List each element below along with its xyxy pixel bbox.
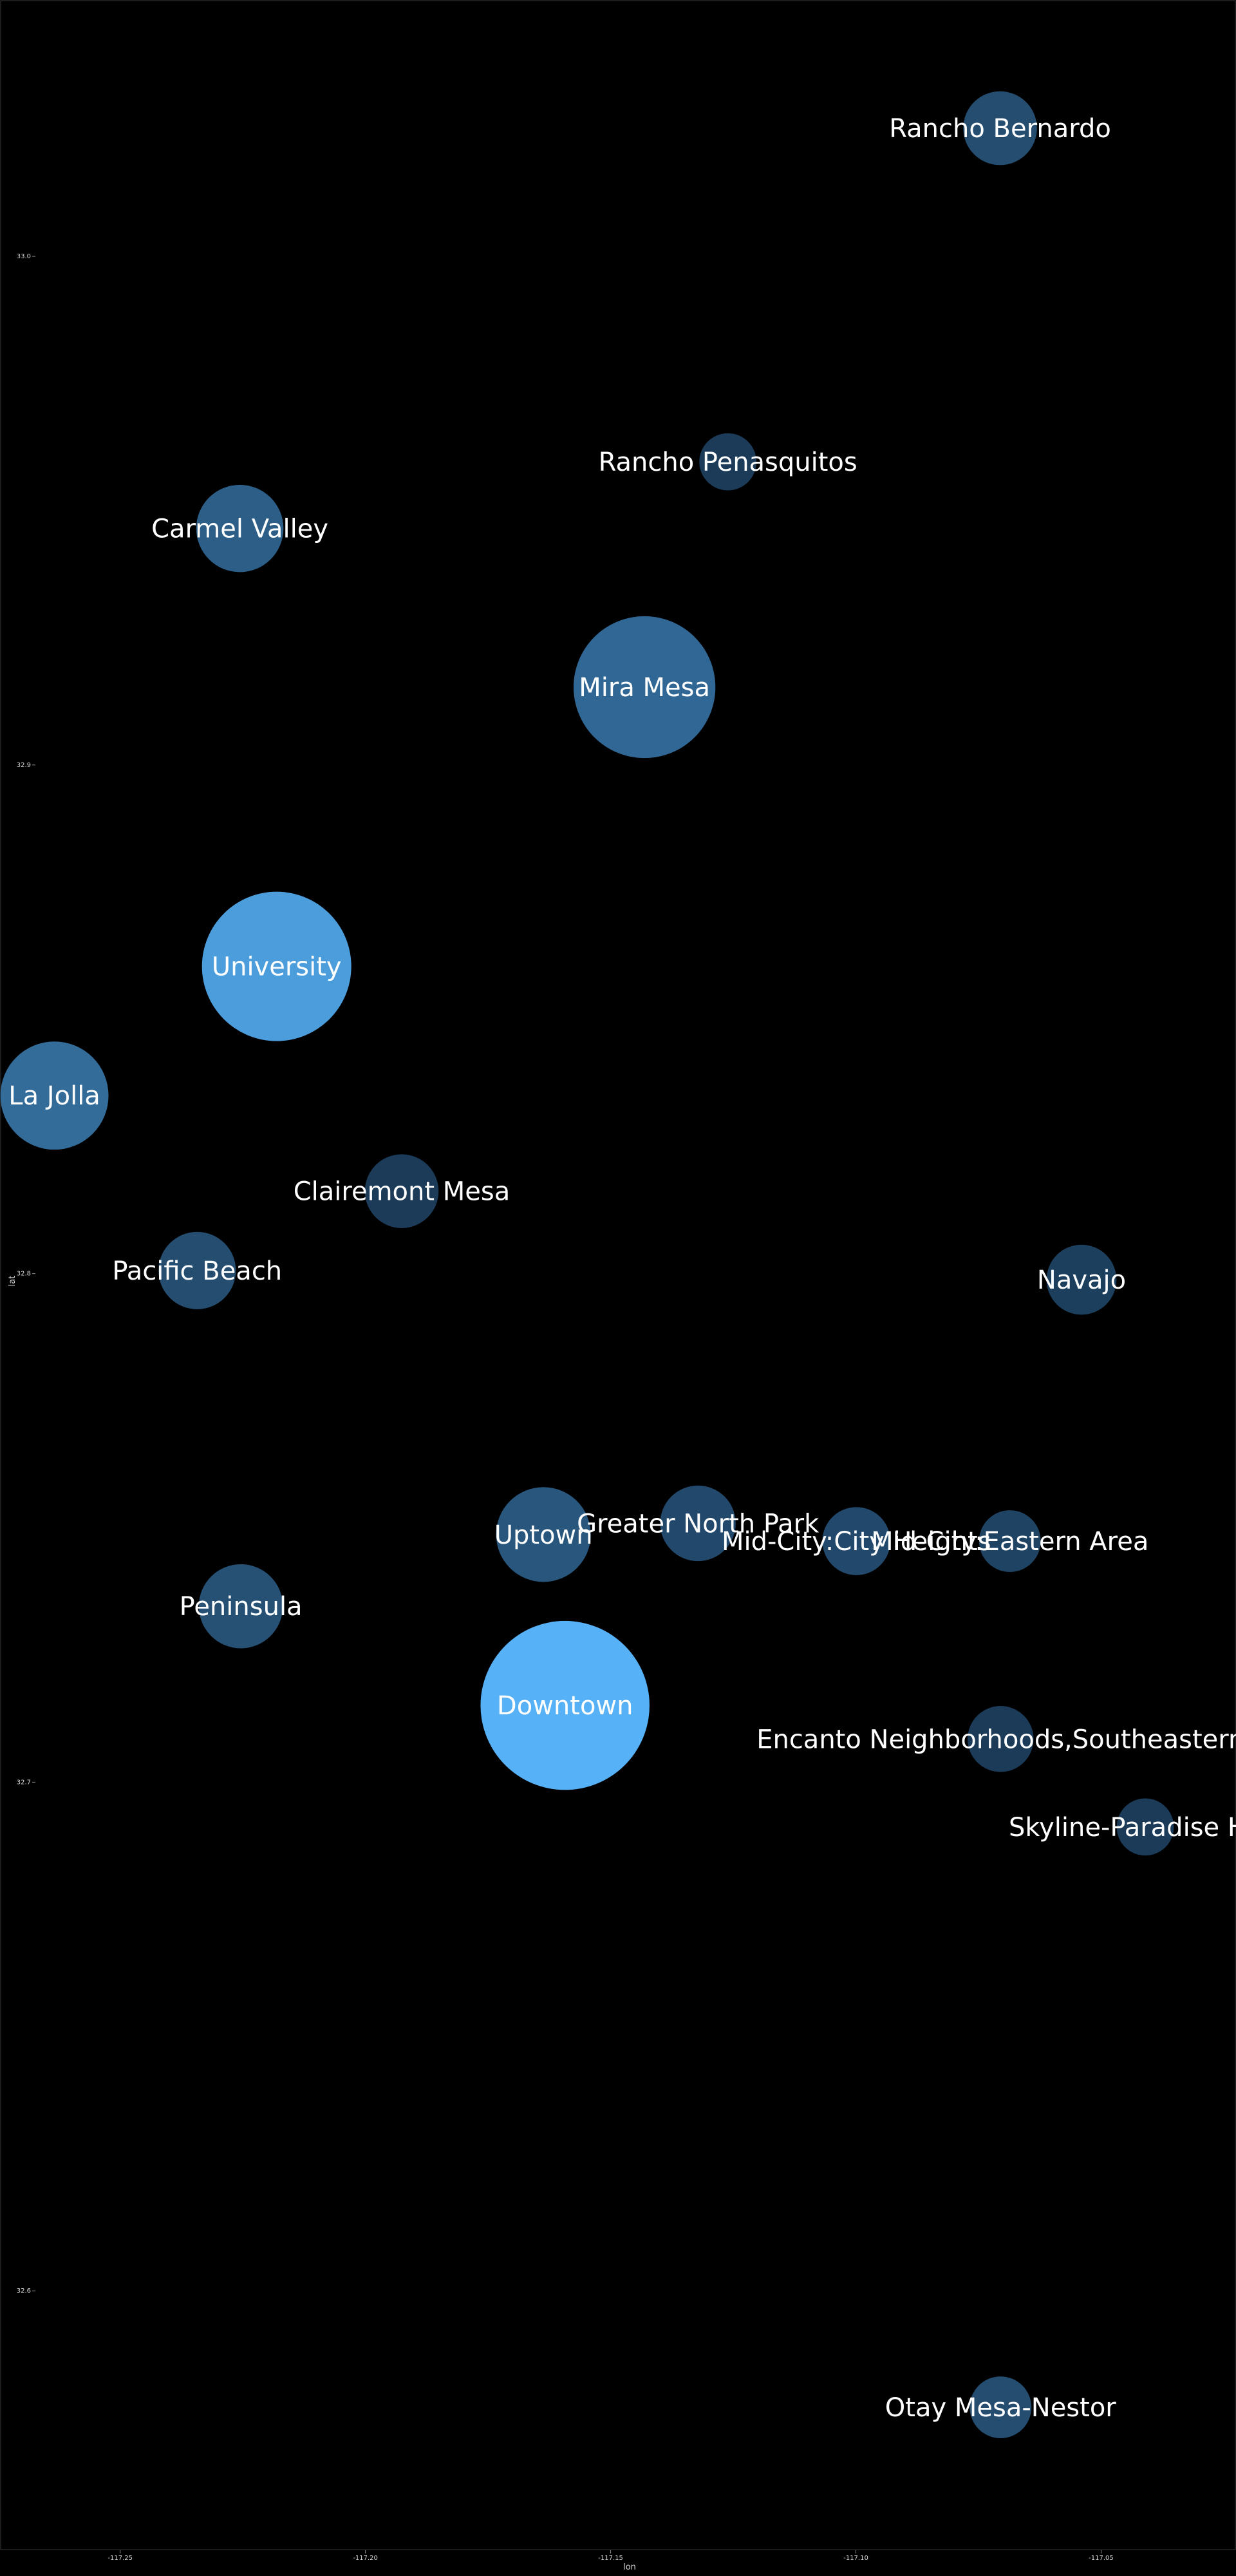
y-tick-label: 33.0: [17, 253, 31, 260]
bubble-label: Carmel Valley: [151, 515, 328, 544]
bubble-label: Uptown: [494, 1520, 593, 1550]
bubble-label: Rancho Penasquitos: [599, 448, 857, 477]
label-layer: Rancho Bernardo Rancho Penasquitos Carmel …: [8, 114, 1236, 2423]
bubble-label: Mira Mesa: [579, 673, 710, 703]
bubble-label: Downtown: [497, 1691, 633, 1721]
y-axis: 32.6 32.7 32.8 32.9 33.0: [17, 253, 35, 2295]
x-axis: -117.25 -117.20 -117.15 -117.10 -117.05: [108, 2550, 1114, 2562]
bubble-label: Greater North Park: [577, 1509, 819, 1539]
y-tick-label: 32.9: [17, 762, 31, 769]
bubble-label: University: [212, 952, 342, 982]
bubble: [1046, 1244, 1117, 1315]
bubble: [158, 1231, 236, 1309]
bubble: [201, 891, 351, 1041]
bubble: [198, 1564, 283, 1649]
bubble: [573, 616, 716, 759]
bubble-label: Pacific Beach: [112, 1256, 282, 1286]
bubble: [968, 1706, 1034, 1772]
x-tick-label: -117.10: [843, 2555, 868, 2562]
bubble: [963, 91, 1037, 166]
bubble-label: La Jolla: [8, 1081, 100, 1111]
bubble: [364, 1154, 439, 1228]
x-tick-label: -117.15: [598, 2555, 623, 2562]
x-tick-label: -117.25: [108, 2555, 133, 2562]
bubble-label: Rancho Bernardo: [889, 114, 1111, 144]
x-axis-title: lon: [623, 2562, 636, 2572]
bubble-label: Otay Mesa-Nestor: [885, 2393, 1117, 2423]
bubble: [480, 1620, 650, 1790]
bubble-label: Clairemont Mesa: [294, 1177, 510, 1207]
bubble: [822, 1507, 891, 1575]
bubble: [496, 1487, 591, 1582]
bubble: [699, 433, 757, 491]
x-tick-label: -117.05: [1089, 2555, 1114, 2562]
bubble: [196, 484, 284, 573]
bubble-label: Navajo: [1037, 1265, 1126, 1295]
bubble-label: Skyline-Paradise Hills: [1009, 1813, 1236, 1842]
bubble-label: Mid-City:City Heights: [722, 1527, 991, 1557]
y-tick-label: 32.8: [17, 1271, 31, 1278]
bubble: [660, 1485, 736, 1562]
bubble: [1116, 1798, 1174, 1856]
y-tick-label: 32.7: [17, 1779, 31, 1786]
bubble: [969, 2376, 1032, 2438]
bubble-label: Peninsula: [180, 1592, 303, 1622]
bubble: [979, 1510, 1041, 1572]
y-tick-label: 32.6: [17, 2287, 31, 2295]
bubble-layer: [0, 91, 1174, 2438]
x-tick-label: -117.20: [353, 2555, 378, 2562]
y-axis-title: lat: [8, 1276, 17, 1287]
bubble-label: Mid-City:Eastern Area: [871, 1527, 1148, 1557]
bubble: [0, 1041, 109, 1150]
bubble-label: Encanto Neighborhoods,Southeastern: [756, 1725, 1236, 1754]
